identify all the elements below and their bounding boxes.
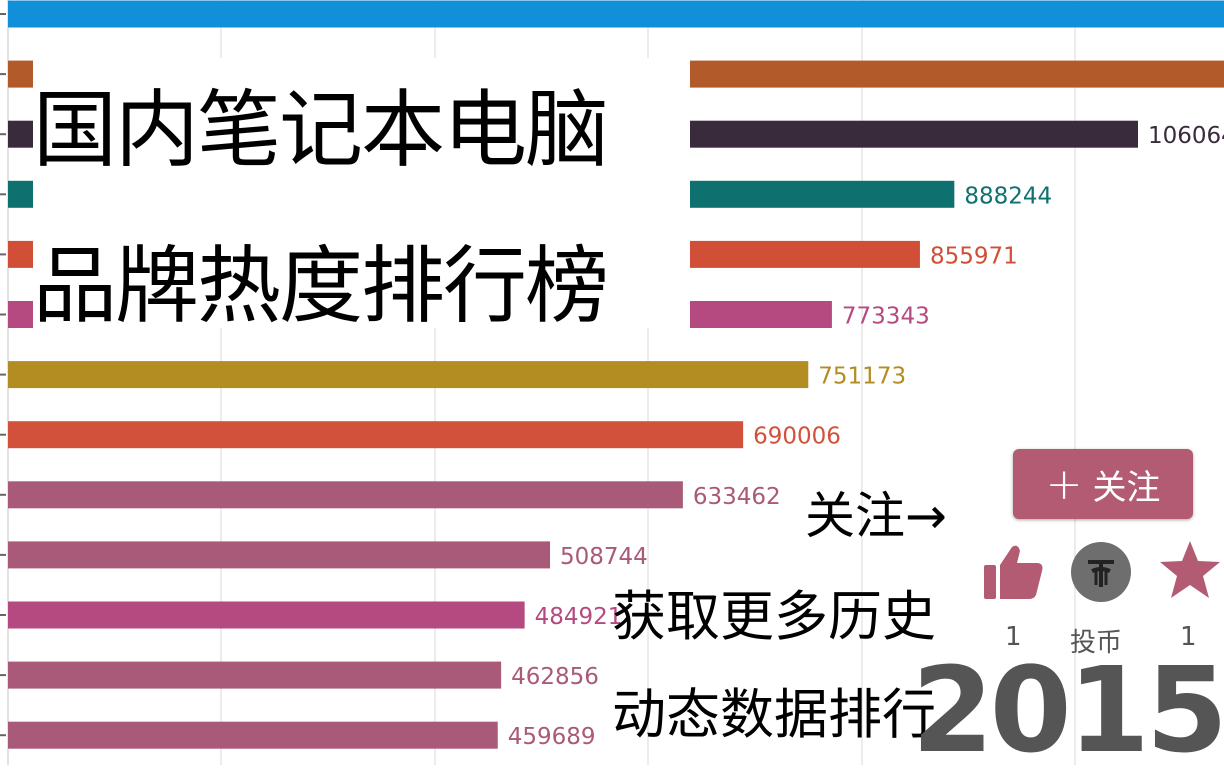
like-icon[interactable] [982, 543, 1044, 601]
follow-prompt: 关注→ [805, 487, 947, 545]
promo-line-2: 动态数据排行 [612, 683, 936, 746]
bar [8, 601, 525, 629]
chart-title: 国内笔记本电脑 [33, 81, 609, 179]
title-panel: 国内笔记本电脑 品牌热度排行榜 [33, 58, 690, 335]
like-count: 1 [1005, 622, 1022, 652]
follow-button-label: 关注 [1092, 467, 1161, 508]
bar [8, 0, 1224, 28]
bar-value-label: 773343 [842, 304, 930, 330]
bar [8, 481, 683, 509]
bar-value-label: 690006 [753, 424, 841, 450]
bar-value-label: 751173 [818, 364, 906, 390]
bar [8, 541, 551, 569]
bar-value-label: 459689 [508, 724, 596, 750]
coin-icon[interactable] [1070, 541, 1132, 603]
bar-value-label: 855971 [930, 243, 1018, 269]
promo-line-1: 获取更多历史 [612, 585, 936, 648]
bar [8, 721, 498, 749]
bar-value-label: 462856 [511, 664, 599, 690]
bar-value-label: 484921 [535, 604, 623, 630]
bar-value-label: 508744 [560, 544, 648, 570]
bar-value-label: 106064 [1148, 123, 1224, 149]
bar [8, 361, 809, 389]
bar [8, 661, 502, 689]
chart-subtitle: 品牌热度排行榜 [33, 237, 609, 335]
bar [8, 421, 744, 449]
bar-value-label: 888244 [964, 183, 1052, 209]
bar-value-label: 633462 [693, 484, 781, 510]
follow-button[interactable]: + 关注 [1013, 449, 1193, 519]
coin-label: 投币 [1070, 628, 1123, 658]
year-label: 2015 [911, 641, 1224, 779]
favorite-star-icon[interactable] [1158, 539, 1222, 601]
plus-icon: + [1045, 458, 1083, 510]
favorite-count: 1 [1180, 622, 1197, 652]
